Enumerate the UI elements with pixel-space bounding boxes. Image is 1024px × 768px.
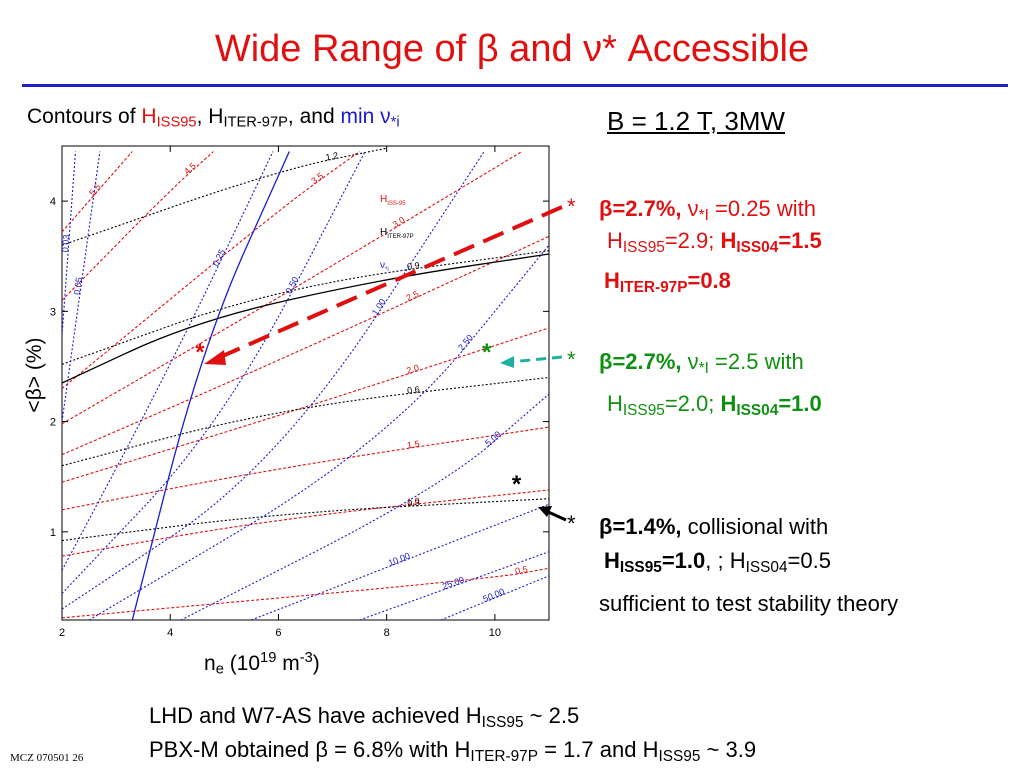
contour-label: 4.5 <box>182 161 198 177</box>
x-tick-label: 2 <box>59 627 65 639</box>
contour-label: 0.9 <box>406 260 420 272</box>
contour-h-iss95 <box>62 235 549 456</box>
contour-label: 3.5 <box>309 171 325 186</box>
contour-h-iter-97p-0-9-solid- <box>62 253 549 384</box>
slide-footer: MCZ 070501 26 <box>10 752 84 764</box>
case-2-marker: * <box>567 347 576 372</box>
case-1-line-2: HISS95=2.9; HISS04=1.5 <box>607 228 822 256</box>
case-2-line-1: β=2.7%, ν*I =2.5 with <box>599 349 804 377</box>
contour-label: 2.50 <box>456 333 475 353</box>
contour-h-iter-97p <box>62 498 549 542</box>
contour-nu-i <box>440 575 549 620</box>
contour-label: 0.25 <box>211 248 228 268</box>
contour-label: 0.5 <box>514 564 528 576</box>
x-tick-label: 4 <box>167 627 173 639</box>
contour-label: 0.50 <box>284 275 301 295</box>
contour-nu-i <box>359 551 549 620</box>
x-axis-label: ne (1019 m-3) <box>204 649 320 678</box>
contour-nu-i-0-25-solid- <box>131 151 290 620</box>
conditions-label: B = 1.2 T, 3MW <box>607 106 785 136</box>
arrow-head-case-1 <box>204 350 226 365</box>
contour-label: 0.03 <box>60 234 71 252</box>
contour-nu-i <box>62 150 485 610</box>
y-axis-label: <β> (%) <box>23 337 46 413</box>
contour-label: 5.5 <box>87 182 103 198</box>
case-1-line-1: β=2.7%, ν*I =0.25 with <box>599 196 816 224</box>
contour-h-iter-97p <box>62 147 388 246</box>
contour-h-iss95 <box>62 426 549 511</box>
contour-label: 2.0 <box>405 362 420 375</box>
contour-h-iss95 <box>62 151 133 233</box>
arrow-case-2 <box>509 355 563 364</box>
arrow-head-case-3 <box>538 506 552 517</box>
contour-nu-i <box>180 393 549 620</box>
case-3-line-3: sufficient to test stability theory <box>599 591 899 616</box>
x-tick-label: 8 <box>384 627 390 639</box>
contour-label: 50.00 <box>481 586 506 604</box>
contour-nu-i <box>62 151 274 571</box>
contour-h-iter-97p <box>62 376 549 467</box>
case-1-marker: * <box>567 194 576 219</box>
case-2-line-2: HISS95=2.0; HISS04=1.0 <box>607 391 822 419</box>
operating-point-marker: * <box>195 339 205 366</box>
plot-frame <box>61 145 550 621</box>
contour-h-iss95 <box>62 567 549 619</box>
contour-nu-i <box>62 151 101 422</box>
contour-h-iss95 <box>62 150 523 425</box>
contour-label: 0.3 <box>407 498 420 509</box>
arrow-head-case-2 <box>500 356 514 368</box>
bottom-note-2: PBX-M obtained β = 6.8% with HITER-97P =… <box>149 737 757 765</box>
y-tick-label: 2 <box>50 417 56 429</box>
contour-h-iss95 <box>62 150 215 301</box>
contour-label: 10.00 <box>387 551 412 569</box>
contour-label: 0.05 <box>72 277 84 296</box>
chart-heading: Contours of HISS95, HITER-97P, and min ν… <box>27 105 400 131</box>
contour-h-iss95 <box>62 489 549 557</box>
contour-label: 3.0 <box>391 215 407 230</box>
contour-label: 1.00 <box>370 297 388 317</box>
contour-nu-i <box>251 503 549 620</box>
operating-point-marker: * <box>512 471 522 498</box>
contour-label: 0.6 <box>407 384 421 395</box>
operating-point-marker: * <box>482 339 492 366</box>
contour-h-iter-97p <box>62 250 549 365</box>
case-3-line-1: β=1.4%, collisional with <box>599 514 829 539</box>
y-tick-label: 4 <box>50 196 56 208</box>
contour-label: 1.2 <box>325 150 339 162</box>
contour-label: 2.5 <box>405 289 421 303</box>
contour-label: 1.0 <box>407 496 420 507</box>
arrow-case-3 <box>545 509 567 522</box>
contour-h-iss95 <box>62 327 549 483</box>
contour-label: 1.5 <box>406 439 420 451</box>
bottom-note-1: LHD and W7-AS have achieved HISS95 ~ 2.5 <box>149 703 580 731</box>
contour-nu-i <box>62 151 77 336</box>
contour-nu-i <box>62 150 366 594</box>
arrow-case-1 <box>217 205 563 360</box>
x-tick-label: 10 <box>489 627 501 639</box>
contour-h-iss95 <box>62 151 360 389</box>
contour-label: 5.00 <box>483 429 503 448</box>
legend-entry: HISS-95 <box>380 194 406 207</box>
case-3-marker: * <box>567 511 576 536</box>
title-underline <box>22 84 1008 87</box>
slide-title: Wide Range of β and ν* Accessible <box>214 28 810 70</box>
case-1-line-3: HITER-97P=0.8 <box>604 268 731 296</box>
case-3-line-2: HISS95=1.0, ; HISS04=0.5 <box>604 548 831 576</box>
contour-nu-i <box>88 244 549 620</box>
legend-entry: ν*i <box>380 260 389 273</box>
contour-label: 25.00 <box>441 574 466 591</box>
x-tick-label: 6 <box>275 627 281 639</box>
y-tick-label: 3 <box>50 306 56 318</box>
y-tick-label: 1 <box>50 527 56 539</box>
